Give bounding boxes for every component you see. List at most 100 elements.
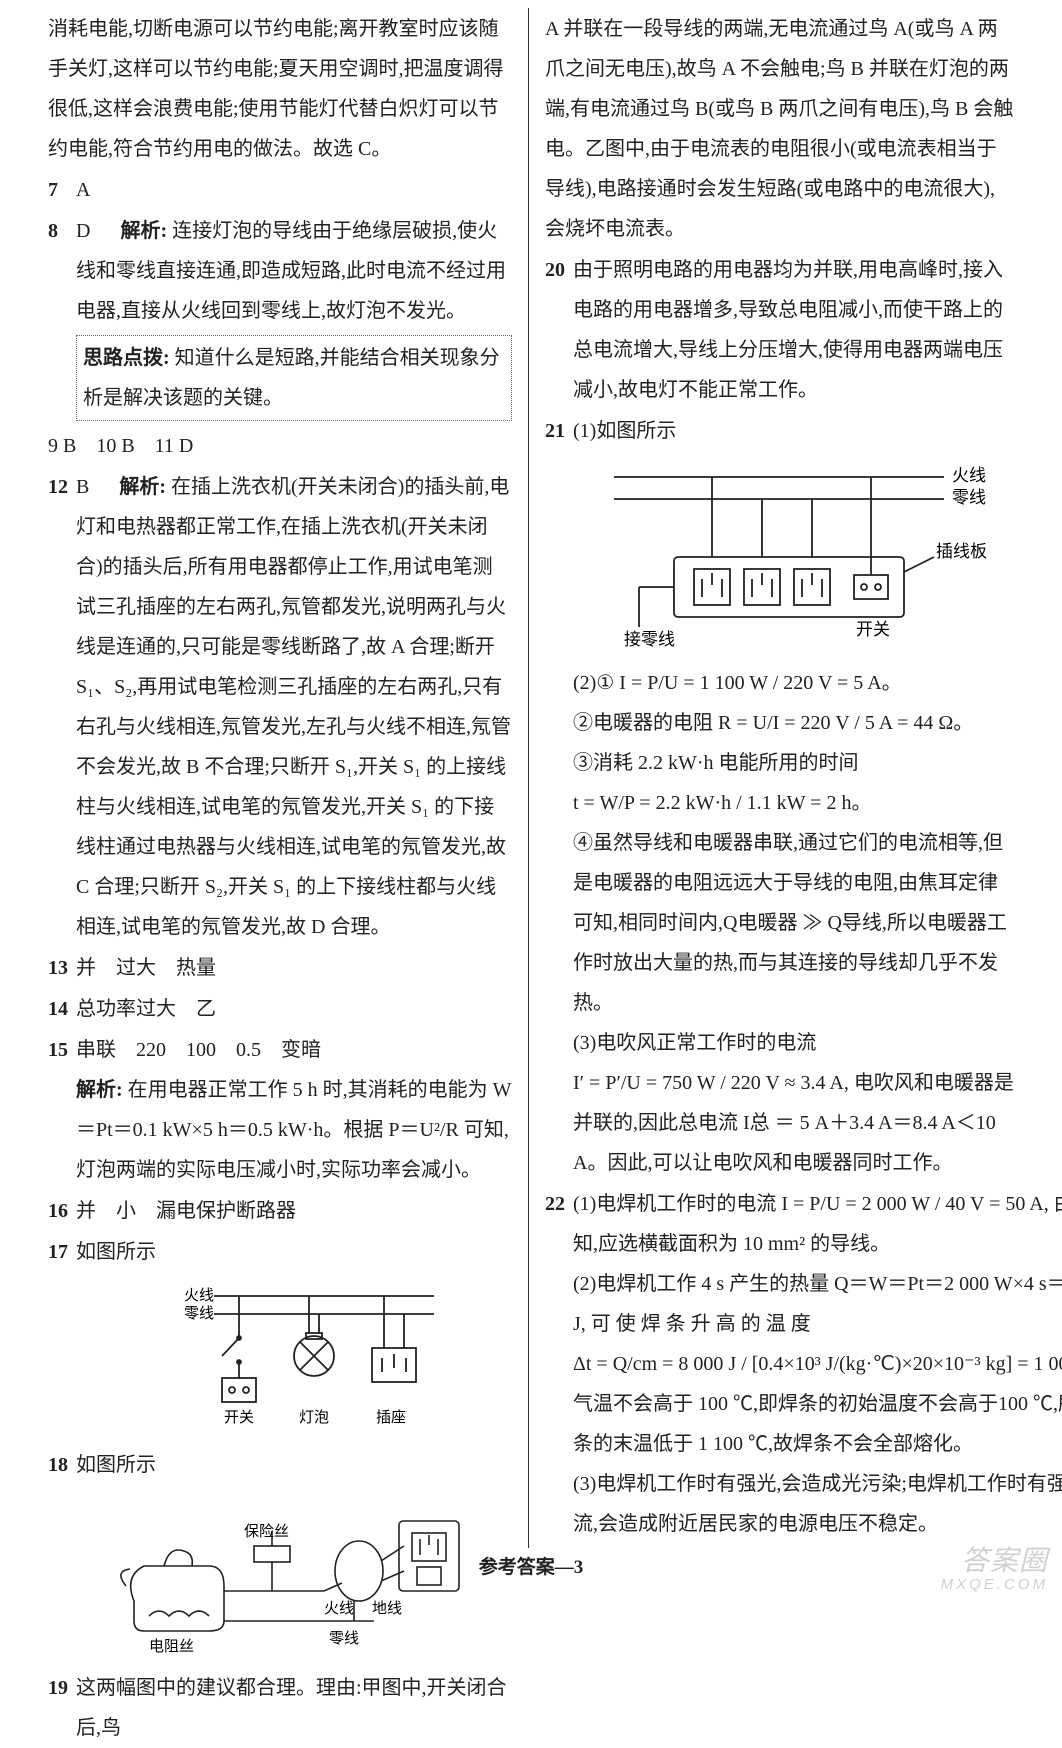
label: 解析: [119,476,166,498]
analysis: 在用电器正常工作 5 h 时,其消耗的电能为 W＝Pt＝0.1 kW×5 h＝0… [76,1079,512,1181]
q13: 13 并 过大 热量 [48,948,512,988]
q-body: B 解析: 在插上洗衣机(开关未闭合)的插头前,电灯和电热器都正常工作,在插上洗… [76,467,512,947]
label-heater: 电阻丝 [149,1638,194,1655]
q-number: 7 [48,170,76,210]
q20: 20 由于照明电路的用电器均为并联,用电高峰时,接入电路的用电器增多,导致总电阻… [545,250,1014,410]
circuit-diagram-17: 火线 零线 开关 灯泡 插座 [144,1278,444,1438]
label-ground: 接零线 [624,630,675,649]
answers: 串联 220 100 0.5 变暗 [76,1039,321,1061]
q9-11: 9 B 10 B 11 D [48,426,512,466]
q-body: 串联 220 100 0.5 变暗 解析: 在用电器正常工作 5 h 时,其消耗… [76,1030,512,1190]
formula: Δt = Q/cm = 8 000 J / [0.4×10³ J/(kg·℃)×… [573,1353,1062,1375]
p3: (3)电吹风正常工作时的电流 I′ = P′/U = 750 W / 220 V… [573,1023,1014,1183]
caption: 如图所示 [76,1241,156,1263]
column-divider [528,8,529,1548]
circuit-diagram-18: 保险丝 火线 地线 零线 电阻丝 [114,1491,474,1661]
text: A 并联在一段导线的两端,无电流通过鸟 A(或鸟 A 两爪之间无电压),故鸟 A… [545,9,1014,249]
text: 总功率过大 乙 [76,989,512,1029]
prefix: (1)电焊机工作时的电流 [573,1193,781,1215]
watermark-line1: 答案圈 [941,1546,1048,1577]
label-switch: 开关 [856,620,890,639]
label: 解析: [120,220,167,242]
q-number: 18 [48,1445,76,1667]
p2c: ③消耗 2.2 kW·h 电能所用的时间 t = W/P = 2.2 kW·h … [573,743,1014,823]
q-number: 8 [48,211,76,425]
p2b: ②电暖器的电阻 R = U/I = 220 V / 5 A = 44 Ω。 [573,703,1014,743]
label-fuse: 保险丝 [244,1523,289,1540]
right-column: A 并联在一段导线的两端,无电流通过鸟 A(或鸟 A 两爪之间无电压),故鸟 A… [531,8,1028,1548]
q-number: 21 [545,411,573,1183]
hint-box: 思路点拨: 知道什么是短路,并能结合相关现象分析是解决该题的关键。 [76,335,512,421]
p1: (1)电焊机工作时的电流 I = P/U = 2 000 W / 40 V = … [573,1184,1062,1264]
q-body: D 解析: 连接灯泡的导线由于绝缘层破损,使火线和零线直接连通,即造成短路,此时… [76,211,512,425]
q-number: 14 [48,989,76,1029]
label-ground: 地线 [372,1600,402,1617]
p2: (2)电焊机工作 4 s 产生的热量 Q＝W＝Pt＝2 000 W×4 s＝8 … [573,1264,1062,1464]
q14: 14 总功率过大 乙 [48,989,512,1029]
q15: 15 串联 220 100 0.5 变暗 解析: 在用电器正常工作 5 h 时,… [48,1030,512,1190]
tail: 气温不会高于 100 ℃,即焊条的初始温度不会高于100 ℃,所以焊条的末温低于… [573,1393,1062,1455]
q-body: (1)电焊机工作时的电流 I = P/U = 2 000 W / 40 V = … [573,1184,1062,1544]
q-body: (1)如图所示 [573,411,1014,1183]
analysis: 在插上洗衣机(开关未闭合)的插头前,电灯和电热器都正常工作,在插上洗衣机(开关未… [76,476,511,938]
label-neutral: 零线 [329,1630,359,1647]
watermark: 答案圈 MXQE.COM [941,1546,1048,1593]
q-number: 19 [48,1668,76,1748]
label-live: 火线 [184,1287,214,1304]
q8: 8 D 解析: 连接灯泡的导线由于绝缘层破损,使火线和零线直接连通,即造成短路,… [48,211,512,425]
caption: 如图所示 [76,1454,156,1476]
text: 并 小 漏电保护断路器 [76,1191,512,1231]
circuit-diagram-21: 火线 零线 插线板 接零线 开关 [584,457,1004,657]
answer: D [76,220,90,242]
text: 并 过大 热量 [76,948,512,988]
p2d: ④虽然导线和电暖器串联,通过它们的电流相等,但是电暖器的电阻远远大于导线的电阻,… [573,823,1014,1023]
label-strip: 插线板 [936,542,987,561]
q19: 19 这两幅图中的建议都合理。理由:甲图中,开关闭合后,鸟 [48,1668,512,1748]
label: 解析: [76,1079,123,1101]
q19-continuation: A 并联在一段导线的两端,无电流通过鸟 A(或鸟 A 两爪之间无电压),故鸟 A… [545,9,1014,249]
formula: I′ = P′/U = 750 W / 220 V ≈ 3.4 A, [573,1072,849,1094]
label-live: 火线 [952,466,986,485]
q-number: 13 [48,948,76,988]
watermark-line2: MXQE.COM [941,1577,1048,1594]
q-number: 20 [545,250,573,410]
q18: 18 如图所示 [48,1445,512,1667]
q-number: 16 [48,1191,76,1231]
q-answer: A [76,170,512,210]
q17: 17 如图所示 [48,1232,512,1444]
hint-label: 思路点拨: [83,347,170,369]
formula: I = P/U = 2 000 W / 40 V = 50 A, [781,1193,1048,1215]
label-switch: 开关 [224,1409,254,1426]
q-number: 12 [48,467,76,947]
q16: 16 并 小 漏电保护断路器 [48,1191,512,1231]
q-body: 如图所示 [76,1445,512,1667]
p1: (1)如图所示 [573,420,676,442]
q-number: 17 [48,1232,76,1444]
q-number: 15 [48,1030,76,1190]
prefix: (2)电焊机工作 4 s 产生的热量 Q＝W＝Pt＝2 000 W×4 s＝8 … [573,1273,1062,1335]
left-column: 消耗电能,切断电源可以节约电能;离开教室时应该随手关灯,这样可以节约电能;夏天用… [34,8,526,1548]
label-live: 火线 [324,1600,354,1617]
label-neutral: 零线 [184,1305,214,1322]
q6-continuation: 消耗电能,切断电源可以节约电能;离开教室时应该随手关灯,这样可以节约电能;夏天用… [48,9,512,169]
answers: 9 B 10 B 11 D [48,426,512,466]
q22: 22 (1)电焊机工作时的电流 I = P/U = 2 000 W / 40 V… [545,1184,1014,1544]
p2a: (2)① I = P/U = 1 100 W / 220 V = 5 A。 [573,663,1014,703]
label-neutral: 零线 [952,488,986,507]
page: 消耗电能,切断电源可以节约电能;离开教室时应该随手关灯,这样可以节约电能;夏天用… [0,8,1062,1548]
text: 由于照明电路的用电器均为并联,用电高峰时,接入电路的用电器增多,导致总电阻减小,… [573,250,1014,410]
answer: B [76,476,89,498]
label-socket: 插座 [376,1409,406,1426]
formula: I = P/U = 1 100 W / 220 V = 5 A。 [619,672,901,694]
text: 这两幅图中的建议都合理。理由:甲图中,开关闭合后,鸟 [76,1668,512,1748]
p3: (3)电焊机工作时有强光,会造成光污染;电焊机工作时有强大电流,会造成附近居民家… [573,1464,1062,1544]
prefix: ②电暖器的电阻 [573,712,718,734]
label-bulb: 灯泡 [299,1409,329,1426]
prefix: (2)① [573,672,614,694]
formula: t = W/P = 2.2 kW·h / 1.1 kW = 2 h。 [573,792,871,814]
formula: R = U/I = 220 V / 5 A = 44 Ω。 [718,712,973,734]
text: 消耗电能,切断电源可以节约电能;离开教室时应该随手关灯,这样可以节约电能;夏天用… [48,9,512,169]
q21: 21 (1)如图所示 [545,411,1014,1183]
prefix: (3)电吹风正常工作时的电流 [573,1032,816,1054]
q-number: 22 [545,1184,573,1544]
